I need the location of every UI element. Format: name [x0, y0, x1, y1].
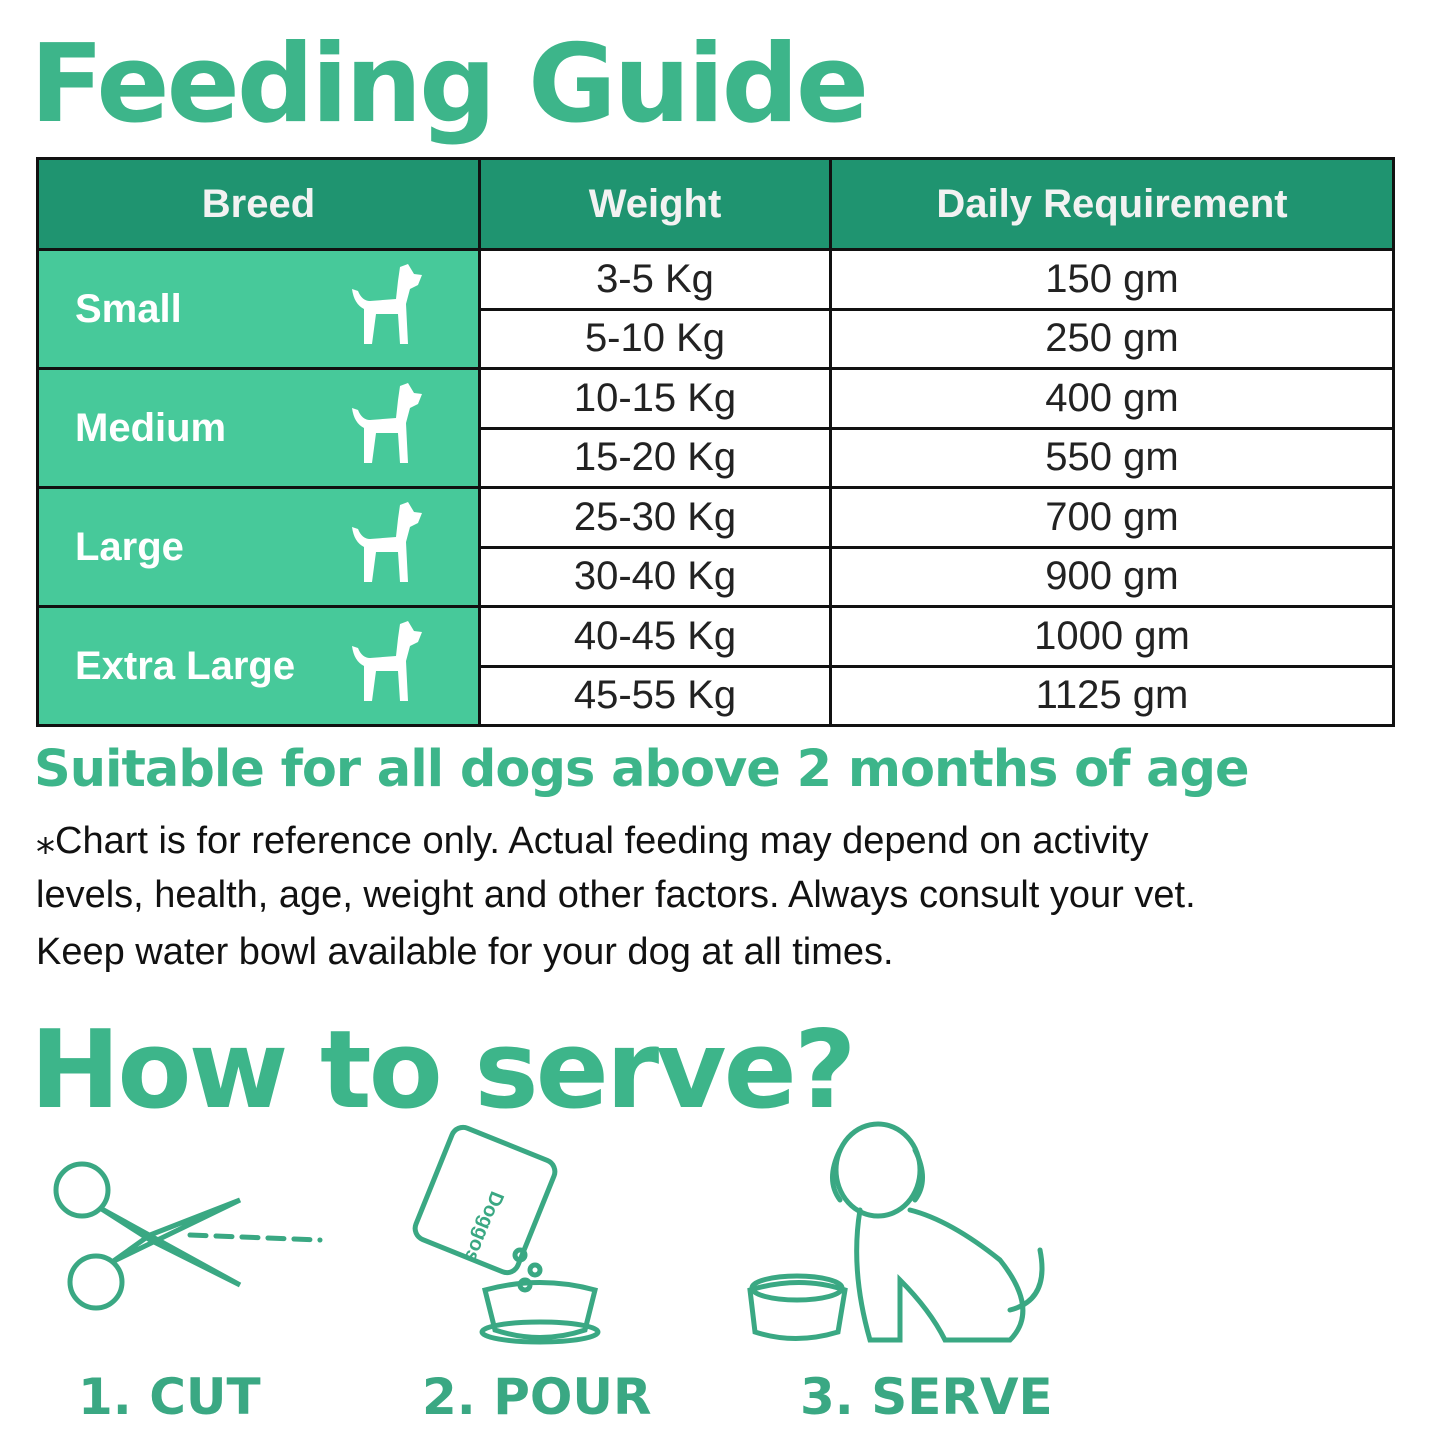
- note-line: levels, health, age, weight and other fa…: [36, 874, 1196, 916]
- requirement-cell: 1000 gm: [832, 608, 1392, 665]
- weight-cell: 25-30 Kg: [481, 489, 829, 546]
- dog-icon: [352, 383, 422, 463]
- step-label: 2. POUR: [422, 1368, 652, 1426]
- serve-title: How to serve?: [30, 1008, 856, 1133]
- requirement-cell: 900 gm: [832, 548, 1392, 605]
- dog-icon: [352, 621, 422, 701]
- weight-cell: 10-15 Kg: [481, 370, 829, 427]
- bag-label: Doggos: [459, 1188, 507, 1265]
- step-label: 1. CUT: [78, 1368, 261, 1426]
- scissors-icon: [53, 1161, 323, 1311]
- serve-icons: Doggos: [53, 1121, 1045, 1345]
- dog-icon: [352, 264, 422, 344]
- serve-icon: [747, 1121, 1045, 1343]
- column-header: Daily Requirement: [832, 160, 1392, 248]
- weight-cell: 30-40 Kg: [481, 548, 829, 605]
- requirement-cell: 150 gm: [832, 251, 1392, 308]
- requirement-cell: 400 gm: [832, 370, 1392, 427]
- breed-label: Medium: [75, 405, 227, 450]
- feeding-table: Breed Weight Daily Requirement Small 3-5 Kg 1…: [36, 157, 1395, 727]
- note-line: ⁎Chart is for reference only. Actual fee…: [36, 820, 1149, 862]
- requirement-cell: 700 gm: [832, 489, 1392, 546]
- weight-cell: 45-55 Kg: [481, 667, 829, 724]
- pour-icon: Doggos: [412, 1124, 601, 1345]
- column-header: Weight: [481, 160, 829, 248]
- weight-cell: 3-5 Kg: [481, 251, 829, 308]
- subtitle: Suitable for all dogs above 2 months of …: [34, 740, 1250, 799]
- requirement-cell: 550 gm: [832, 429, 1392, 486]
- weight-cell: 40-45 Kg: [481, 608, 829, 665]
- column-header: Breed: [39, 160, 478, 248]
- breed-cell: Small: [39, 251, 478, 367]
- breed-label: Large: [75, 524, 184, 569]
- step-label: 3. SERVE: [800, 1368, 1053, 1426]
- breed-cell: Medium: [39, 370, 478, 486]
- dog-icon: [352, 502, 422, 582]
- note-line: Keep water bowl available for your dog a…: [36, 931, 894, 973]
- requirement-cell: 250 gm: [832, 310, 1392, 367]
- breed-label: Small: [75, 286, 182, 331]
- weight-cell: 5-10 Kg: [481, 310, 829, 367]
- weight-cell: 15-20 Kg: [481, 429, 829, 486]
- breed-label: Extra Large: [75, 643, 296, 688]
- breed-cell: Large: [39, 489, 478, 605]
- requirement-cell: 1125 gm: [832, 667, 1392, 724]
- title: Feeding Guide: [30, 22, 869, 147]
- breed-cell: Extra Large: [39, 608, 478, 724]
